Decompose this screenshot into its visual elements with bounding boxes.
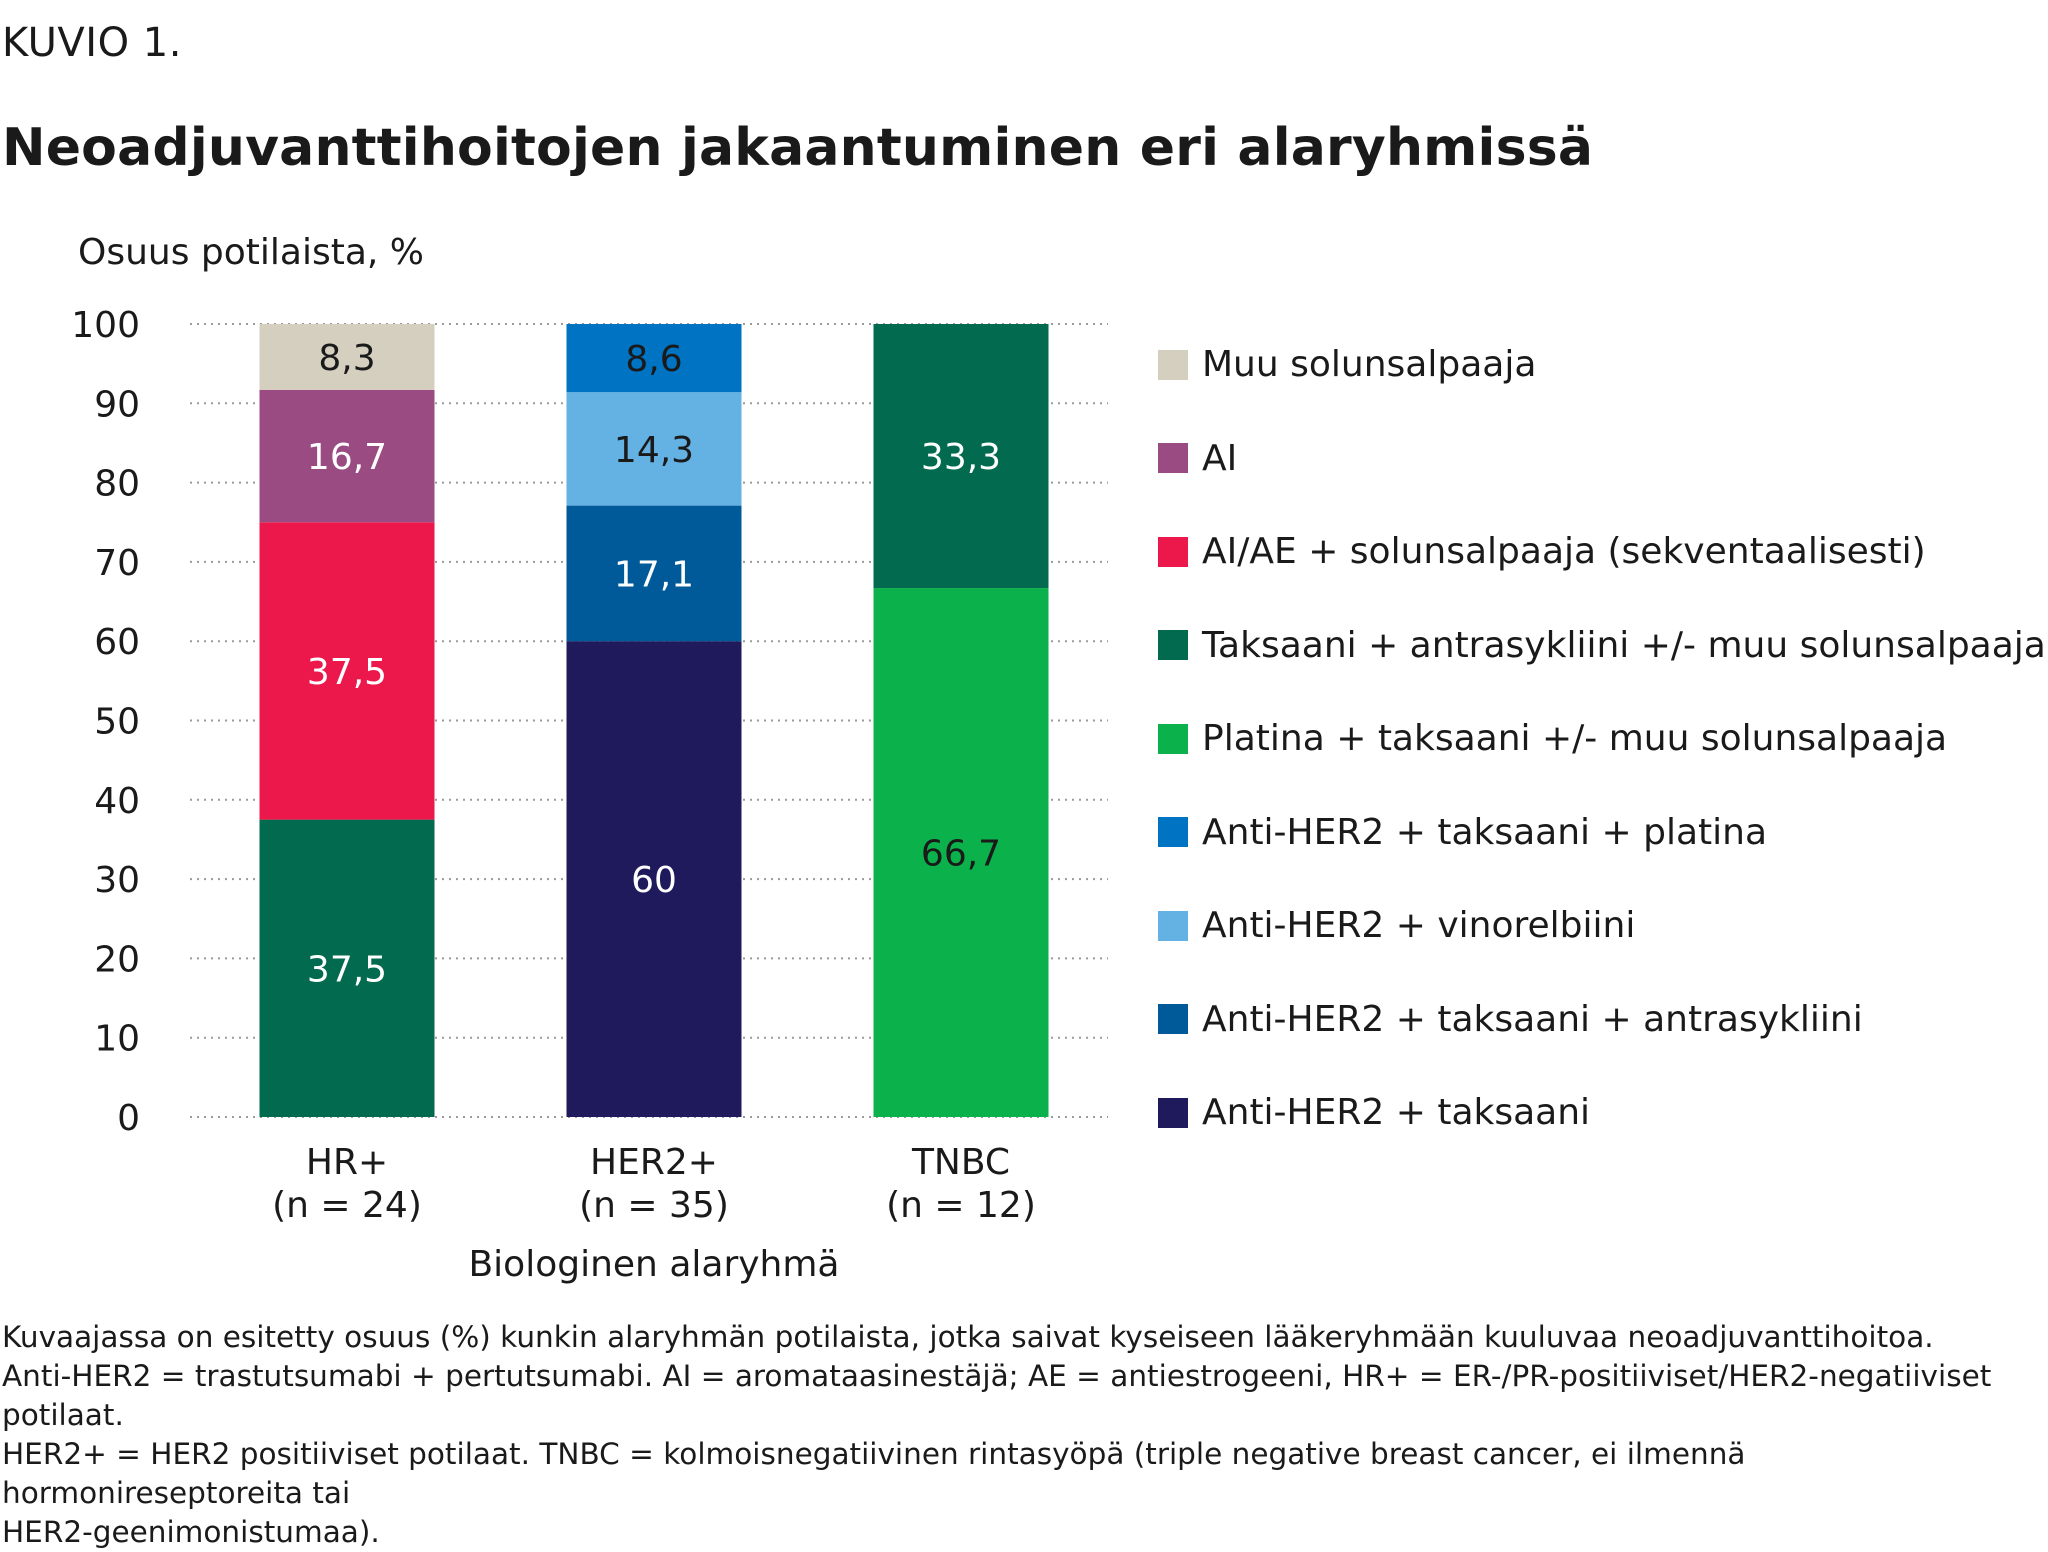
x-tick-sublabel: (n = 35): [579, 1185, 729, 1226]
data-label: 14,3: [614, 430, 694, 471]
data-label: 66,7: [921, 834, 1001, 875]
x-tick-sublabel: (n = 24): [272, 1185, 422, 1226]
legend-label: Muu solunsalpaaja: [1202, 344, 1537, 386]
legend-label: Anti-HER2 + taksaani + antrasykliini: [1202, 998, 1863, 1040]
footnote-line: Kuvaajassa on esitetty osuus (%) kunkin …: [2, 1320, 1934, 1354]
stacked-bar-chart: Osuus potilaista, % 0 10 20 30 40 50 60 70 80 90 10…: [71, 232, 1108, 1285]
footnote-line: HER2+ = HER2 positiiviset potilaat. TNBC…: [2, 1437, 1746, 1510]
y-tick-label: 90: [94, 384, 140, 425]
legend-label: AI/AE + solunsalpaaja (sekventaalisesti): [1202, 531, 1926, 573]
kuvio-label: KUVIO 1.: [2, 20, 182, 66]
bar-segment: [566, 324, 742, 393]
legend-label: Anti-HER2 + vinorelbiini: [1202, 905, 1636, 947]
legend-item: AI/AE + solunsalpaaja (sekventaalisesti): [1158, 505, 2046, 599]
footnote-line: Anti-HER2 = trastutsumabi + pertutsumabi…: [2, 1359, 1992, 1432]
y-tick-label: 100: [71, 305, 140, 346]
legend-label: Anti-HER2 + taksaani: [1202, 1092, 1591, 1134]
y-tick-label: 50: [94, 702, 140, 743]
legend-label: Anti-HER2 + taksaani + platina: [1202, 811, 1768, 853]
data-label: 60: [631, 860, 677, 901]
legend-swatch: [1158, 1097, 1188, 1128]
data-label: 37,5: [307, 949, 387, 990]
legend-swatch: [1158, 536, 1188, 567]
bar-segment: [873, 324, 1049, 589]
bar-segment: [566, 505, 742, 642]
legend-swatch: [1158, 1004, 1188, 1035]
bar-segment: [259, 819, 435, 1117]
chart-title: Neoadjuvanttihoitojen jakaantuminen eri …: [2, 118, 1594, 178]
data-label: 37,5: [307, 652, 387, 693]
data-label: 33,3: [921, 437, 1001, 478]
legend-item: Anti-HER2 + vinorelbiini: [1158, 879, 2046, 973]
bar-segment: [259, 324, 435, 390]
footnote-line: HER2-geenimonistumaa).: [2, 1515, 380, 1549]
y-tick-label: 30: [94, 860, 140, 901]
legend-label: Taksaani + antrasykliini +/- muu solunsa…: [1202, 624, 2046, 666]
x-axis-label: Biologinen alaryhmä: [468, 1244, 839, 1285]
data-label: 8,3: [318, 338, 375, 379]
legend-item: Anti-HER2 + taksaani + platina: [1158, 786, 2046, 880]
bar-segment: [566, 641, 742, 1117]
legend-item: Platina + taksaani +/- muu solunsalpaaja: [1158, 692, 2046, 786]
legend: Muu solunsalpaaja AI AI/AE + solunsalpaaja…: [1158, 318, 2046, 1160]
y-tick-label: 0: [117, 1098, 140, 1139]
data-label: 16,7: [307, 437, 387, 478]
legend-item: Muu solunsalpaaja: [1158, 318, 2046, 412]
y-tick-label: 70: [94, 543, 140, 584]
y-axis-label: Osuus potilaista, %: [78, 232, 424, 273]
legend-item: Taksaani + antrasykliini +/- muu solunsa…: [1158, 599, 2046, 693]
legend-swatch: [1158, 723, 1188, 754]
legend-swatch: [1158, 910, 1188, 941]
bar-segment: [566, 392, 742, 506]
y-tick-label: 20: [94, 939, 140, 980]
legend-swatch: [1158, 443, 1188, 474]
y-tick-label: 60: [94, 622, 140, 663]
y-tick-label: 40: [94, 781, 140, 822]
legend-swatch: [1158, 630, 1188, 661]
x-tick-label: HER2+: [590, 1142, 718, 1183]
bar-segment: [259, 389, 435, 523]
y-tick-label: 80: [94, 464, 140, 505]
legend-item: AI: [1158, 412, 2046, 506]
legend-swatch: [1158, 817, 1188, 848]
legend-label: AI: [1202, 437, 1238, 479]
y-tick-label: 10: [94, 1019, 140, 1060]
x-tick-label: TNBC: [911, 1142, 1010, 1183]
legend-swatch: [1158, 349, 1188, 380]
legend-label: Platina + taksaani +/- muu solunsalpaaja: [1202, 718, 1948, 760]
bar-segment: [259, 522, 435, 820]
bar-segment: [873, 588, 1049, 1117]
data-label: 17,1: [614, 554, 694, 595]
x-tick-label: HR+: [306, 1142, 388, 1183]
data-label: 8,6: [625, 339, 682, 380]
x-tick-sublabel: (n = 12): [886, 1185, 1036, 1226]
legend-item: Anti-HER2 + taksaani: [1158, 1066, 2046, 1160]
legend-item: Anti-HER2 + taksaani + antrasykliini: [1158, 973, 2046, 1067]
footnote: Kuvaajassa on esitetty osuus (%) kunkin …: [2, 1318, 2042, 1552]
